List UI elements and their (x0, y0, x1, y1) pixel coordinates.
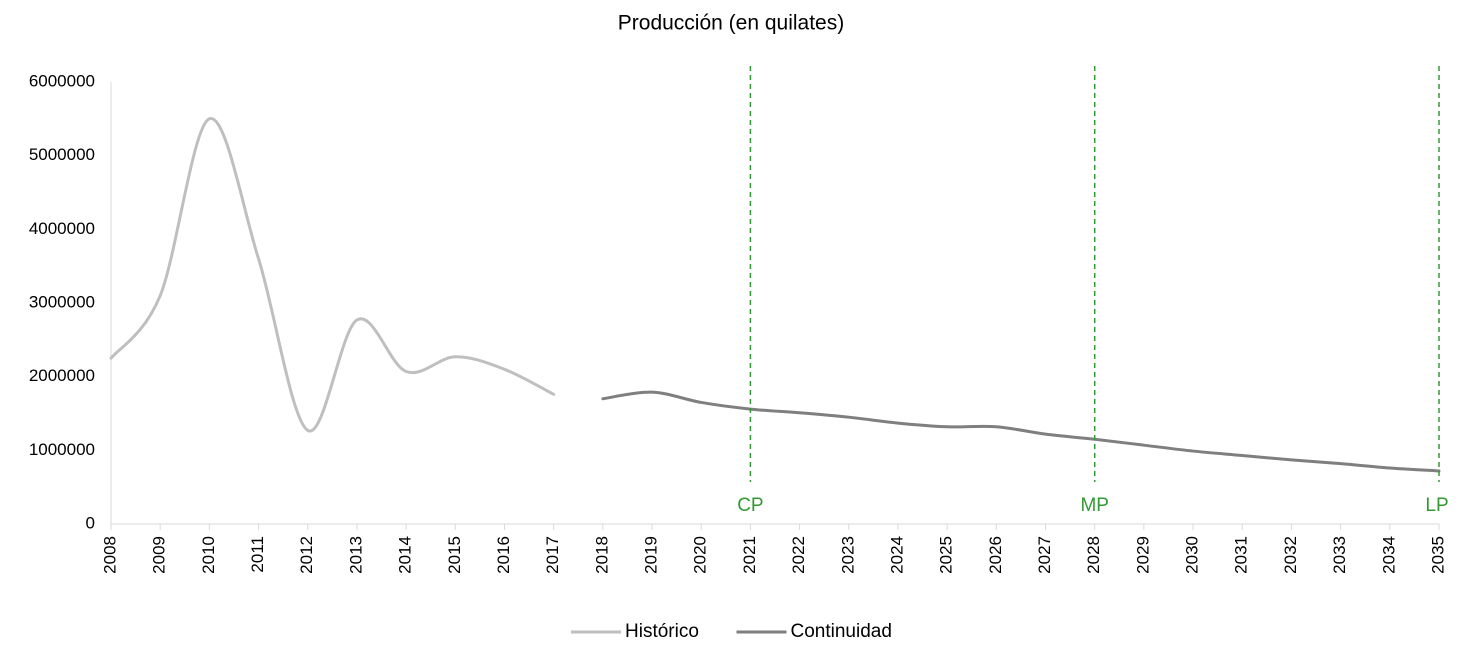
x-tick-label: 2029 (1133, 536, 1152, 574)
x-tick-label: 2009 (150, 536, 169, 574)
x-tick-label: 2016 (494, 536, 513, 574)
x-tick-label: 2024 (887, 536, 906, 574)
legend-label: Continuidad (791, 621, 892, 642)
x-tick-label: 2033 (1330, 536, 1349, 574)
y-tick-label: 4000000 (29, 219, 95, 238)
legend-label: Histórico (625, 621, 699, 642)
x-tick-label: 2011 (248, 536, 267, 573)
x-tick-label: 2032 (1281, 536, 1300, 574)
x-tick-label: 2014 (396, 536, 415, 574)
x-tick-label: 2034 (1379, 536, 1398, 574)
x-tick-label: 2018 (592, 536, 611, 574)
x-tick-label: 2021 (740, 536, 759, 574)
y-tick-label: 0 (86, 513, 95, 532)
x-tick-label: 2019 (642, 536, 661, 574)
x-tick-label: 2008 (100, 536, 119, 574)
x-tick-label: 2030 (1183, 536, 1202, 574)
series-line (601, 390, 1441, 473)
x-tick-label: 2020 (691, 536, 710, 574)
x-tick-label: 2013 (346, 536, 365, 574)
y-tick-label: 6000000 (29, 71, 95, 90)
y-tick-label: 1000000 (29, 440, 95, 459)
x-tick-label: 2023 (838, 536, 857, 574)
y-tick-label: 2000000 (29, 366, 95, 385)
x-tick-label: 2035 (1428, 536, 1447, 574)
x-tick-label: 2010 (199, 536, 218, 574)
marker-label: LP (1425, 495, 1448, 516)
y-tick-label: 3000000 (29, 292, 95, 311)
x-tick-label: 2025 (937, 536, 956, 574)
x-tick-label: 2012 (297, 536, 316, 574)
x-tick-label: 2022 (789, 536, 808, 574)
chart-title: Producción (en quilates) (618, 12, 844, 35)
x-tick-label: 2026 (986, 536, 1005, 574)
x-tick-label: 2017 (543, 536, 562, 574)
x-tick-label: 2015 (445, 536, 464, 574)
marker-label: MP (1080, 495, 1109, 516)
x-tick-label: 2031 (1232, 536, 1251, 574)
series-line (109, 117, 556, 433)
marker-label: CP (737, 495, 763, 516)
y-tick-label: 5000000 (29, 145, 95, 164)
x-tick-label: 2028 (1084, 536, 1103, 574)
x-tick-label: 2027 (1035, 536, 1054, 574)
